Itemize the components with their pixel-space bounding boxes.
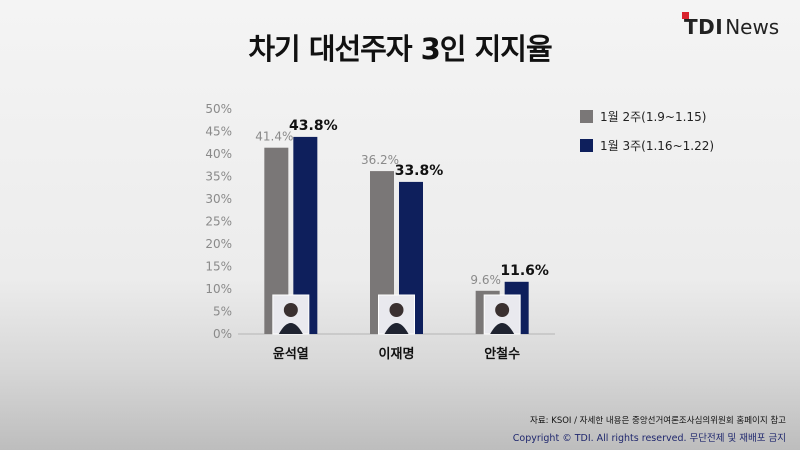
data-label: 43.8%	[289, 118, 338, 134]
data-label: 41.4%	[255, 130, 293, 144]
chart-legend: 1월 2주(1.9~1.15) 1월 3주(1.16~1.22)	[580, 106, 714, 164]
y-tick-label: 0%	[213, 327, 232, 341]
y-tick-label: 40%	[205, 147, 232, 161]
portrait-icon-head	[389, 303, 404, 317]
data-label: 36.2%	[361, 153, 399, 167]
legend-label-week3: 1월 3주(1.16~1.22)	[600, 138, 715, 153]
legend-swatch-week2	[580, 109, 593, 123]
y-tick-label: 30%	[205, 192, 232, 206]
y-tick-label: 15%	[205, 260, 232, 274]
source-note: 자료: KSOI / 자세한 내용은 중앙선거여론조사심의위원회 홈페이지 참고	[530, 416, 786, 426]
logo-tdi-text: TDI	[684, 15, 724, 39]
portrait-icon-head	[283, 303, 298, 317]
logo-news-text: News	[725, 15, 780, 39]
portrait-icon-body	[490, 323, 515, 334]
legend-swatch-week3	[580, 138, 593, 152]
logo-accent-mark	[682, 12, 689, 19]
category-label: 이재명	[379, 346, 415, 362]
data-label: 9.6%	[470, 273, 501, 287]
y-tick-label: 35%	[205, 170, 232, 184]
chart-title: 차기 대선주자 3인 지지율	[248, 32, 552, 66]
legend-label-week2: 1월 2주(1.9~1.15)	[600, 109, 707, 124]
tdi-news-logo: TDI News	[682, 12, 780, 39]
y-tick-label: 50%	[205, 102, 232, 116]
copyright-notice: Copyright © TDI. All rights reserved. 무단…	[512, 433, 786, 444]
y-tick-label: 10%	[205, 282, 232, 296]
portrait-icon-body	[384, 323, 409, 334]
y-tick-label: 25%	[205, 215, 232, 229]
category-label: 안철수	[484, 346, 520, 362]
legend-item-week3: 1월 3주(1.16~1.22)	[580, 135, 714, 155]
data-label: 11.6%	[500, 263, 549, 279]
data-label: 33.8%	[395, 163, 444, 179]
legend-item-week2: 1월 2주(1.9~1.15)	[580, 106, 714, 126]
y-tick-label: 5%	[213, 305, 232, 319]
portrait-icon-head	[495, 303, 510, 317]
category-label: 윤석열	[273, 346, 309, 362]
y-tick-label: 45%	[205, 125, 232, 139]
y-tick-label: 20%	[205, 237, 232, 251]
portrait-icon-body	[278, 323, 303, 334]
